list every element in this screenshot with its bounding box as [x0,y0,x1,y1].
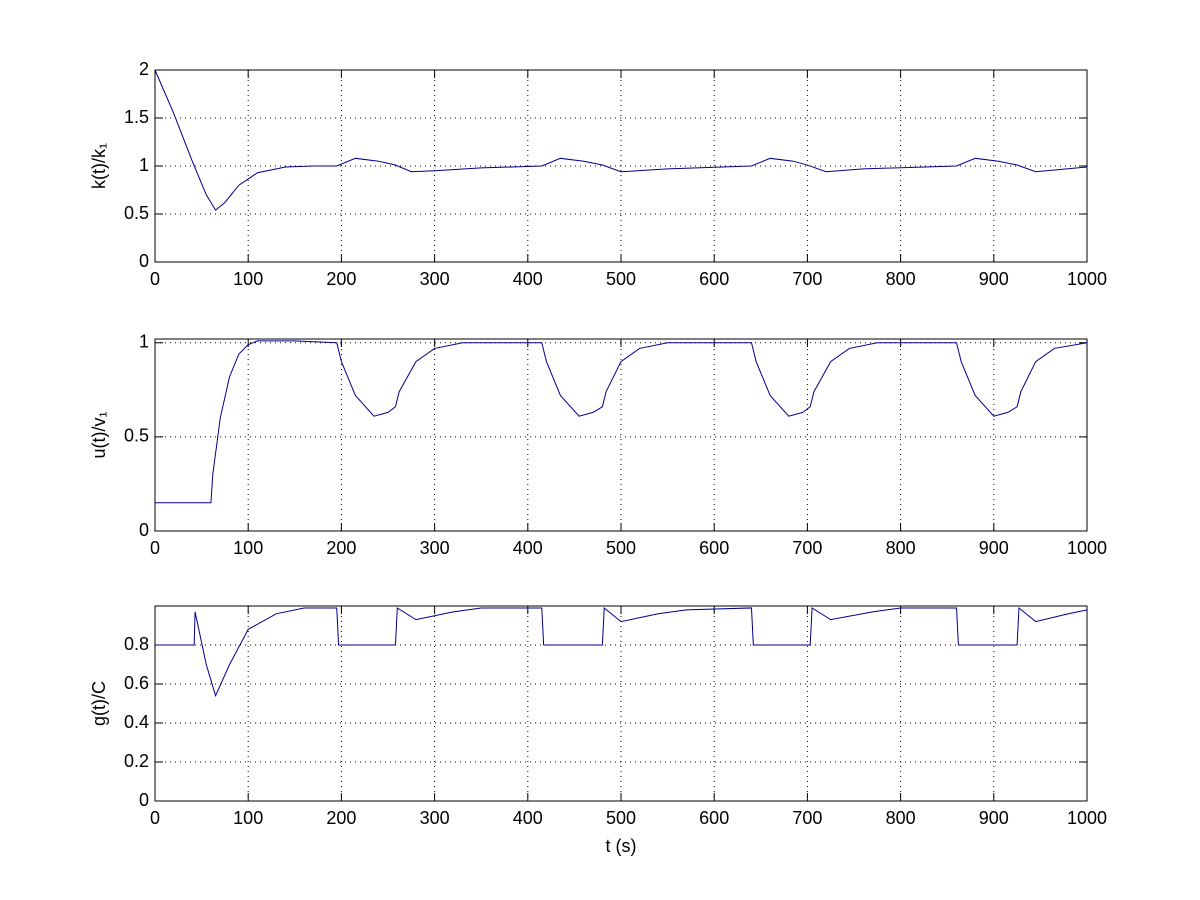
x-tick-label: 100 [233,269,263,289]
data-line [155,606,1088,698]
x-axis-label: t (s) [606,836,637,856]
y-tick-label: 2 [139,59,149,79]
x-tick-label: 900 [979,538,1009,558]
y-tick-label: 1 [139,155,149,175]
x-tick-label: 900 [979,269,1009,289]
y-axis-label: g(t)/C [89,681,109,726]
x-tick-label: 200 [326,808,356,828]
y-tick-label: 0.8 [124,634,149,654]
y-tick-label: 0 [139,790,149,810]
x-tick-label: 500 [606,269,636,289]
x-tick-label: 700 [792,538,822,558]
x-tick-label: 100 [233,808,263,828]
x-tick-label: 800 [886,269,916,289]
x-tick-label: 300 [420,808,450,828]
y-tick-label: 0.2 [124,751,149,771]
x-tick-label: 200 [326,538,356,558]
x-tick-label: 0 [150,538,160,558]
y-tick-label: 0 [139,520,149,540]
x-tick-label: 500 [606,808,636,828]
x-tick-label: 300 [420,538,450,558]
x-tick-label: 900 [979,808,1009,828]
x-tick-label: 700 [792,808,822,828]
y-axis-label: k(t)/k₁ [89,143,109,189]
x-tick-label: 100 [233,538,263,558]
y-tick-label: 0.5 [124,203,149,223]
x-tick-label: 1000 [1067,269,1107,289]
x-tick-label: 500 [606,538,636,558]
y-tick-label: 0.5 [124,426,149,446]
plot-area [155,606,1087,801]
x-tick-label: 600 [699,538,729,558]
x-tick-label: 400 [513,269,543,289]
y-tick-label: 1 [139,332,149,352]
x-tick-label: 300 [420,269,450,289]
x-tick-label: 400 [513,808,543,828]
x-tick-label: 1000 [1067,538,1107,558]
axes-box [154,338,1088,532]
x-tick-label: 800 [886,538,916,558]
data-line [155,340,1088,504]
y-tick-label: 0.6 [124,673,149,693]
x-tick-label: 400 [513,538,543,558]
y-tick-label: 0.4 [124,712,149,732]
data-line [154,69,1088,211]
y-axis-label: u(t)/v₁ [89,411,109,458]
x-tick-label: 1000 [1067,808,1107,828]
axes-box [154,605,1088,802]
x-tick-label: 800 [886,808,916,828]
y-tick-label: 1.5 [124,107,149,127]
x-tick-label: 700 [792,269,822,289]
y-tick-label: 0 [139,251,149,271]
x-tick-label: 0 [150,269,160,289]
axes-box [154,69,1088,263]
x-tick-label: 0 [150,808,160,828]
x-tick-label: 200 [326,269,356,289]
x-tick-label: 600 [699,269,729,289]
x-tick-label: 600 [699,808,729,828]
